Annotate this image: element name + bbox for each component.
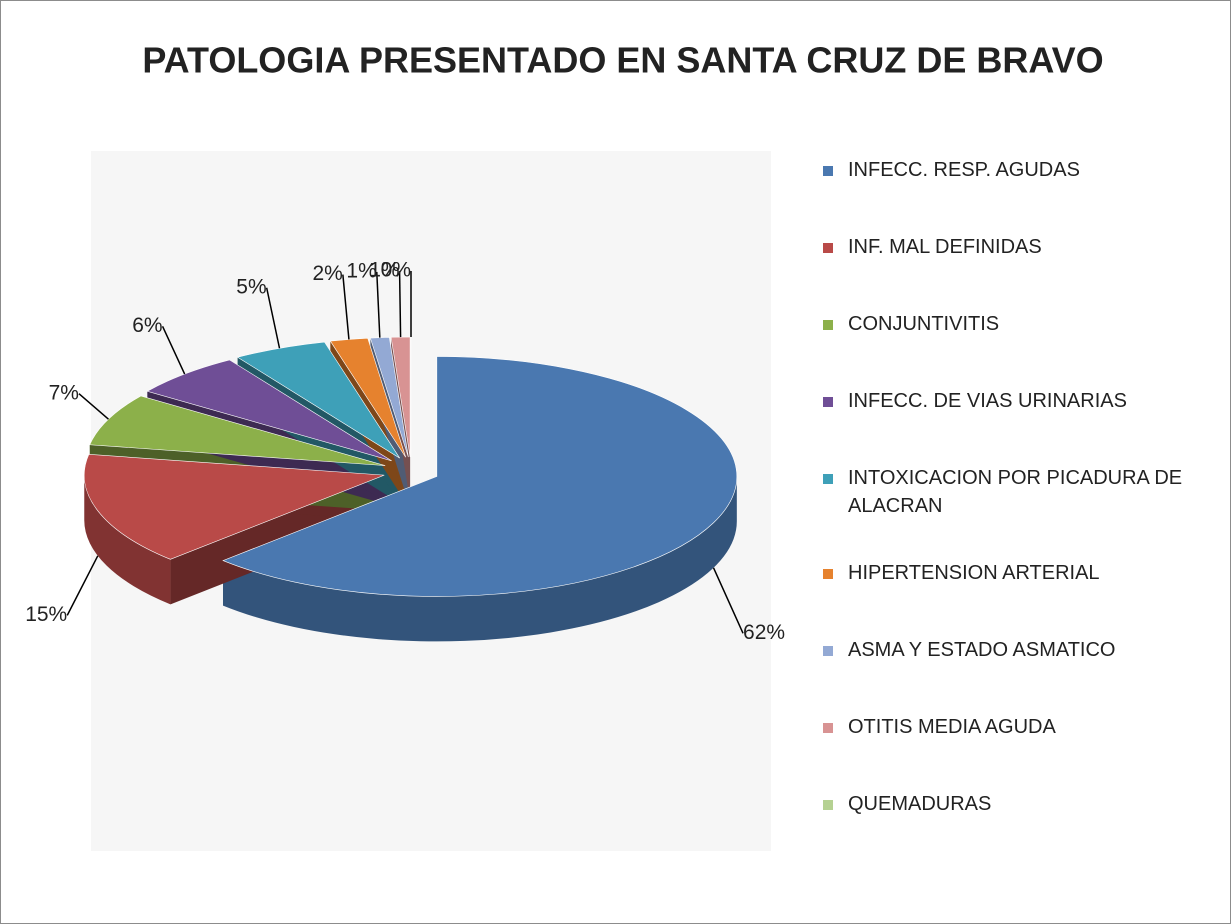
slice-side — [223, 476, 737, 642]
legend-item: ASMA Y ESTADO ASMATICO — [823, 636, 1223, 664]
leader-line — [712, 567, 744, 634]
legend-label: HIPERTENSION ARTERIAL — [848, 562, 1100, 584]
legend-item: INTOXICACION POR PICADURA DE ALACRAN — [823, 464, 1223, 520]
legend-item: INFECC. DE VIAS URINARIAS — [823, 387, 1223, 415]
leader-line — [342, 274, 350, 340]
legend-swatch — [823, 723, 833, 733]
legend-label: QUEMADURAS — [848, 793, 992, 815]
slice — [84, 454, 385, 560]
legend-label: INF. MAL DEFINIDAS — [848, 236, 1042, 258]
leader-line — [398, 271, 402, 338]
legend-item: OTITIS MEDIA AGUDA — [823, 713, 1223, 741]
leader-line — [161, 325, 186, 375]
legend-item: INF. MAL DEFINIDAS — [823, 233, 1223, 261]
legend-swatch — [823, 646, 833, 656]
legend-swatch — [823, 243, 833, 253]
slice — [236, 341, 401, 459]
chart-title: PATOLOGIA PRESENTADO EN SANTA CRUZ DE BR… — [142, 40, 1103, 81]
leader-line — [66, 555, 99, 616]
legend-label: OTITIS MEDIA AGUDA — [848, 716, 1056, 738]
legend-label: INTOXICACION POR PICADURA DE ALACRAN — [848, 467, 1183, 517]
data-label: 7% — [49, 381, 79, 404]
data-label: 0% — [381, 259, 411, 282]
legend-item: HIPERTENSION ARTERIAL — [823, 559, 1223, 587]
slice — [390, 336, 411, 458]
legend-swatch — [823, 320, 833, 330]
legend-item: INFECC. RESP. AGUDAS — [823, 156, 1223, 184]
legend-swatch — [823, 800, 833, 810]
slice — [369, 336, 409, 458]
data-label: 1% — [346, 259, 376, 282]
legend-swatch — [823, 397, 833, 407]
slice — [222, 356, 738, 597]
legend-item: QUEMADURAS — [823, 790, 1223, 818]
legend-label: INFECC. DE VIAS URINARIAS — [848, 390, 1127, 412]
leader-line — [265, 287, 281, 349]
data-label: 5% — [236, 275, 266, 298]
leader-line — [78, 393, 109, 420]
slice-side — [84, 475, 171, 605]
legend-item: CONJUNTIVITIS — [823, 310, 1223, 338]
leader-line — [376, 271, 381, 338]
data-label: 62% — [743, 621, 785, 644]
data-label: 6% — [132, 314, 162, 337]
legend-swatch — [823, 569, 833, 579]
legend-label: ASMA Y ESTADO ASMATICO — [848, 639, 1116, 661]
data-label: 1% — [369, 259, 399, 282]
legend-label: INFECC. RESP. AGUDAS — [848, 159, 1080, 181]
legend-swatch — [823, 474, 833, 484]
legend-label: CONJUNTIVITIS — [848, 313, 1000, 335]
data-label: 2% — [313, 262, 343, 285]
legend-swatch — [823, 166, 833, 176]
data-label: 15% — [25, 603, 67, 626]
